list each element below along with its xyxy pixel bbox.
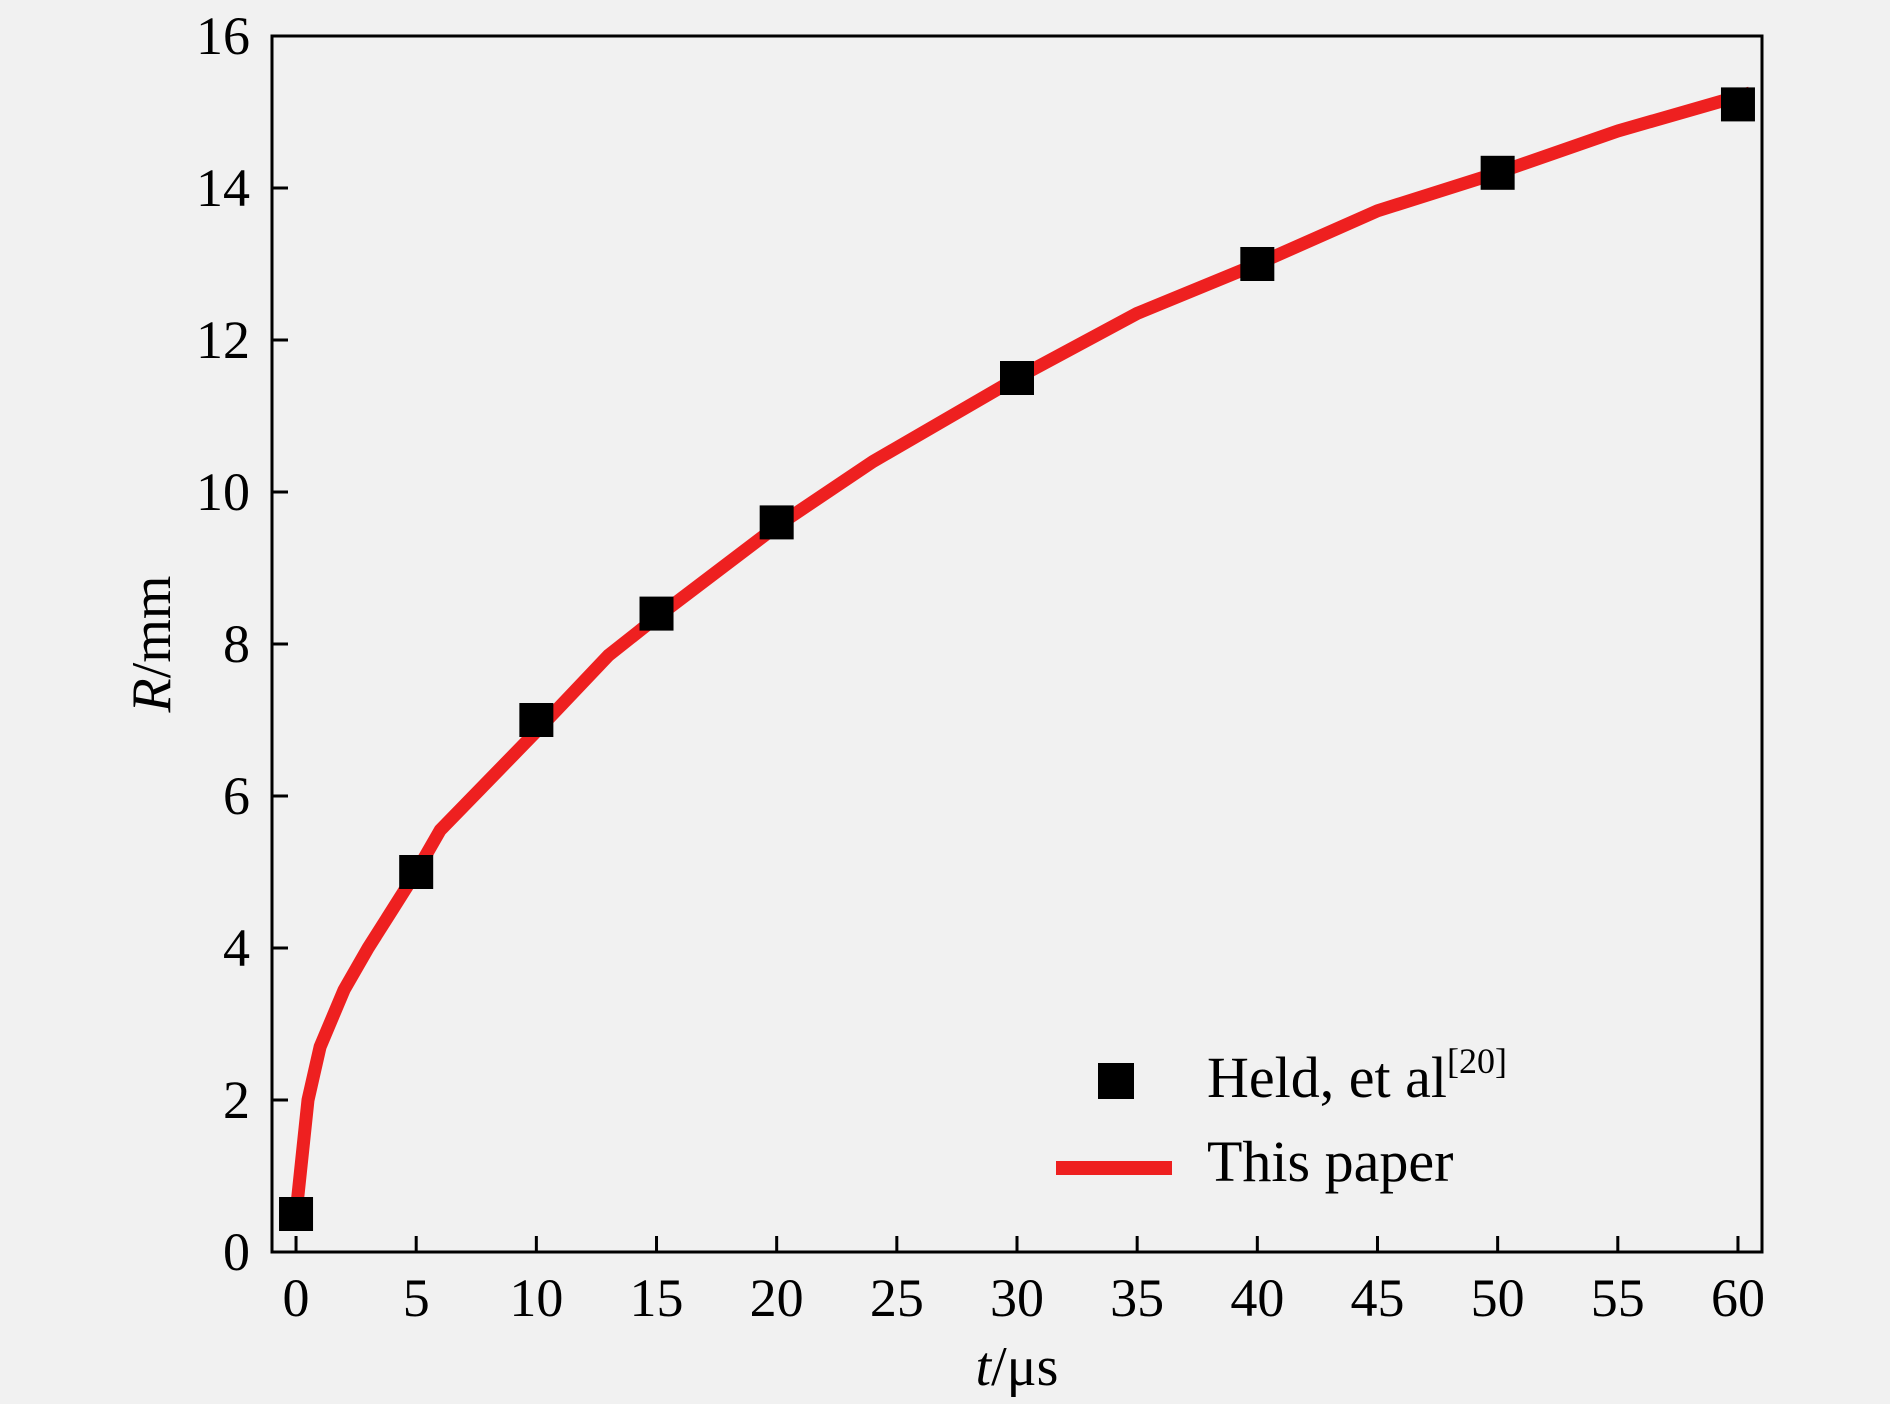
y-tick-label: 16 bbox=[196, 6, 250, 66]
legend-label-this-paper: This paper bbox=[1207, 1129, 1453, 1194]
legend-marker-square bbox=[1098, 1063, 1134, 1099]
y-tick-label: 10 bbox=[196, 462, 250, 522]
data-point-held bbox=[1000, 361, 1034, 395]
x-tick-label: 55 bbox=[1591, 1268, 1645, 1328]
y-axis-label: R/mm bbox=[121, 576, 183, 714]
data-point-held bbox=[519, 703, 554, 737]
x-tick-label: 30 bbox=[990, 1268, 1044, 1328]
x-axis-label: t/μs bbox=[976, 1336, 1059, 1398]
fit-curve-this-paper bbox=[289, 86, 1752, 1215]
y-tick-label: 4 bbox=[223, 918, 250, 978]
x-tick-label: 50 bbox=[1471, 1268, 1525, 1328]
experiment-points-group bbox=[279, 87, 1755, 1231]
y-tick-label: 8 bbox=[223, 614, 250, 674]
x-tick-label: 45 bbox=[1350, 1268, 1404, 1328]
x-tick-label: 40 bbox=[1230, 1268, 1284, 1328]
x-tick-label: 0 bbox=[283, 1268, 310, 1328]
y-tick-label: 14 bbox=[196, 158, 250, 218]
data-point-held bbox=[279, 1197, 314, 1231]
x-tick-label: 25 bbox=[870, 1268, 924, 1328]
x-tick-label: 10 bbox=[509, 1268, 563, 1328]
y-tick-label: 2 bbox=[223, 1070, 250, 1130]
y-tick-label: 12 bbox=[196, 310, 250, 370]
x-axis-ticks: 0 5 10 15 20 25 30 35 40 45 50 55 60 bbox=[283, 1236, 1765, 1328]
y-axis-ticks: 0 2 4 6 8 10 12 14 16 bbox=[196, 6, 288, 1282]
x-tick-label: 15 bbox=[630, 1268, 684, 1328]
fit-curve-group bbox=[289, 86, 1752, 1215]
legend: Held, et al[20] This paper bbox=[1056, 1041, 1507, 1194]
data-point-held bbox=[399, 855, 434, 889]
x-tick-label: 35 bbox=[1110, 1268, 1164, 1328]
plot-area bbox=[270, 34, 1764, 1254]
x-tick-label: 60 bbox=[1711, 1268, 1765, 1328]
data-point-held bbox=[639, 596, 674, 631]
x-tick-label: 5 bbox=[403, 1268, 430, 1328]
data-point-held bbox=[1720, 87, 1755, 122]
data-point-held bbox=[1480, 155, 1515, 190]
legend-label-held: Held, et al[20] bbox=[1207, 1041, 1507, 1110]
data-point-held bbox=[759, 505, 794, 540]
data-point-held bbox=[1240, 247, 1275, 281]
x-tick-label: 20 bbox=[750, 1268, 804, 1328]
y-tick-label: 0 bbox=[223, 1222, 250, 1282]
y-tick-label: 6 bbox=[223, 766, 250, 826]
